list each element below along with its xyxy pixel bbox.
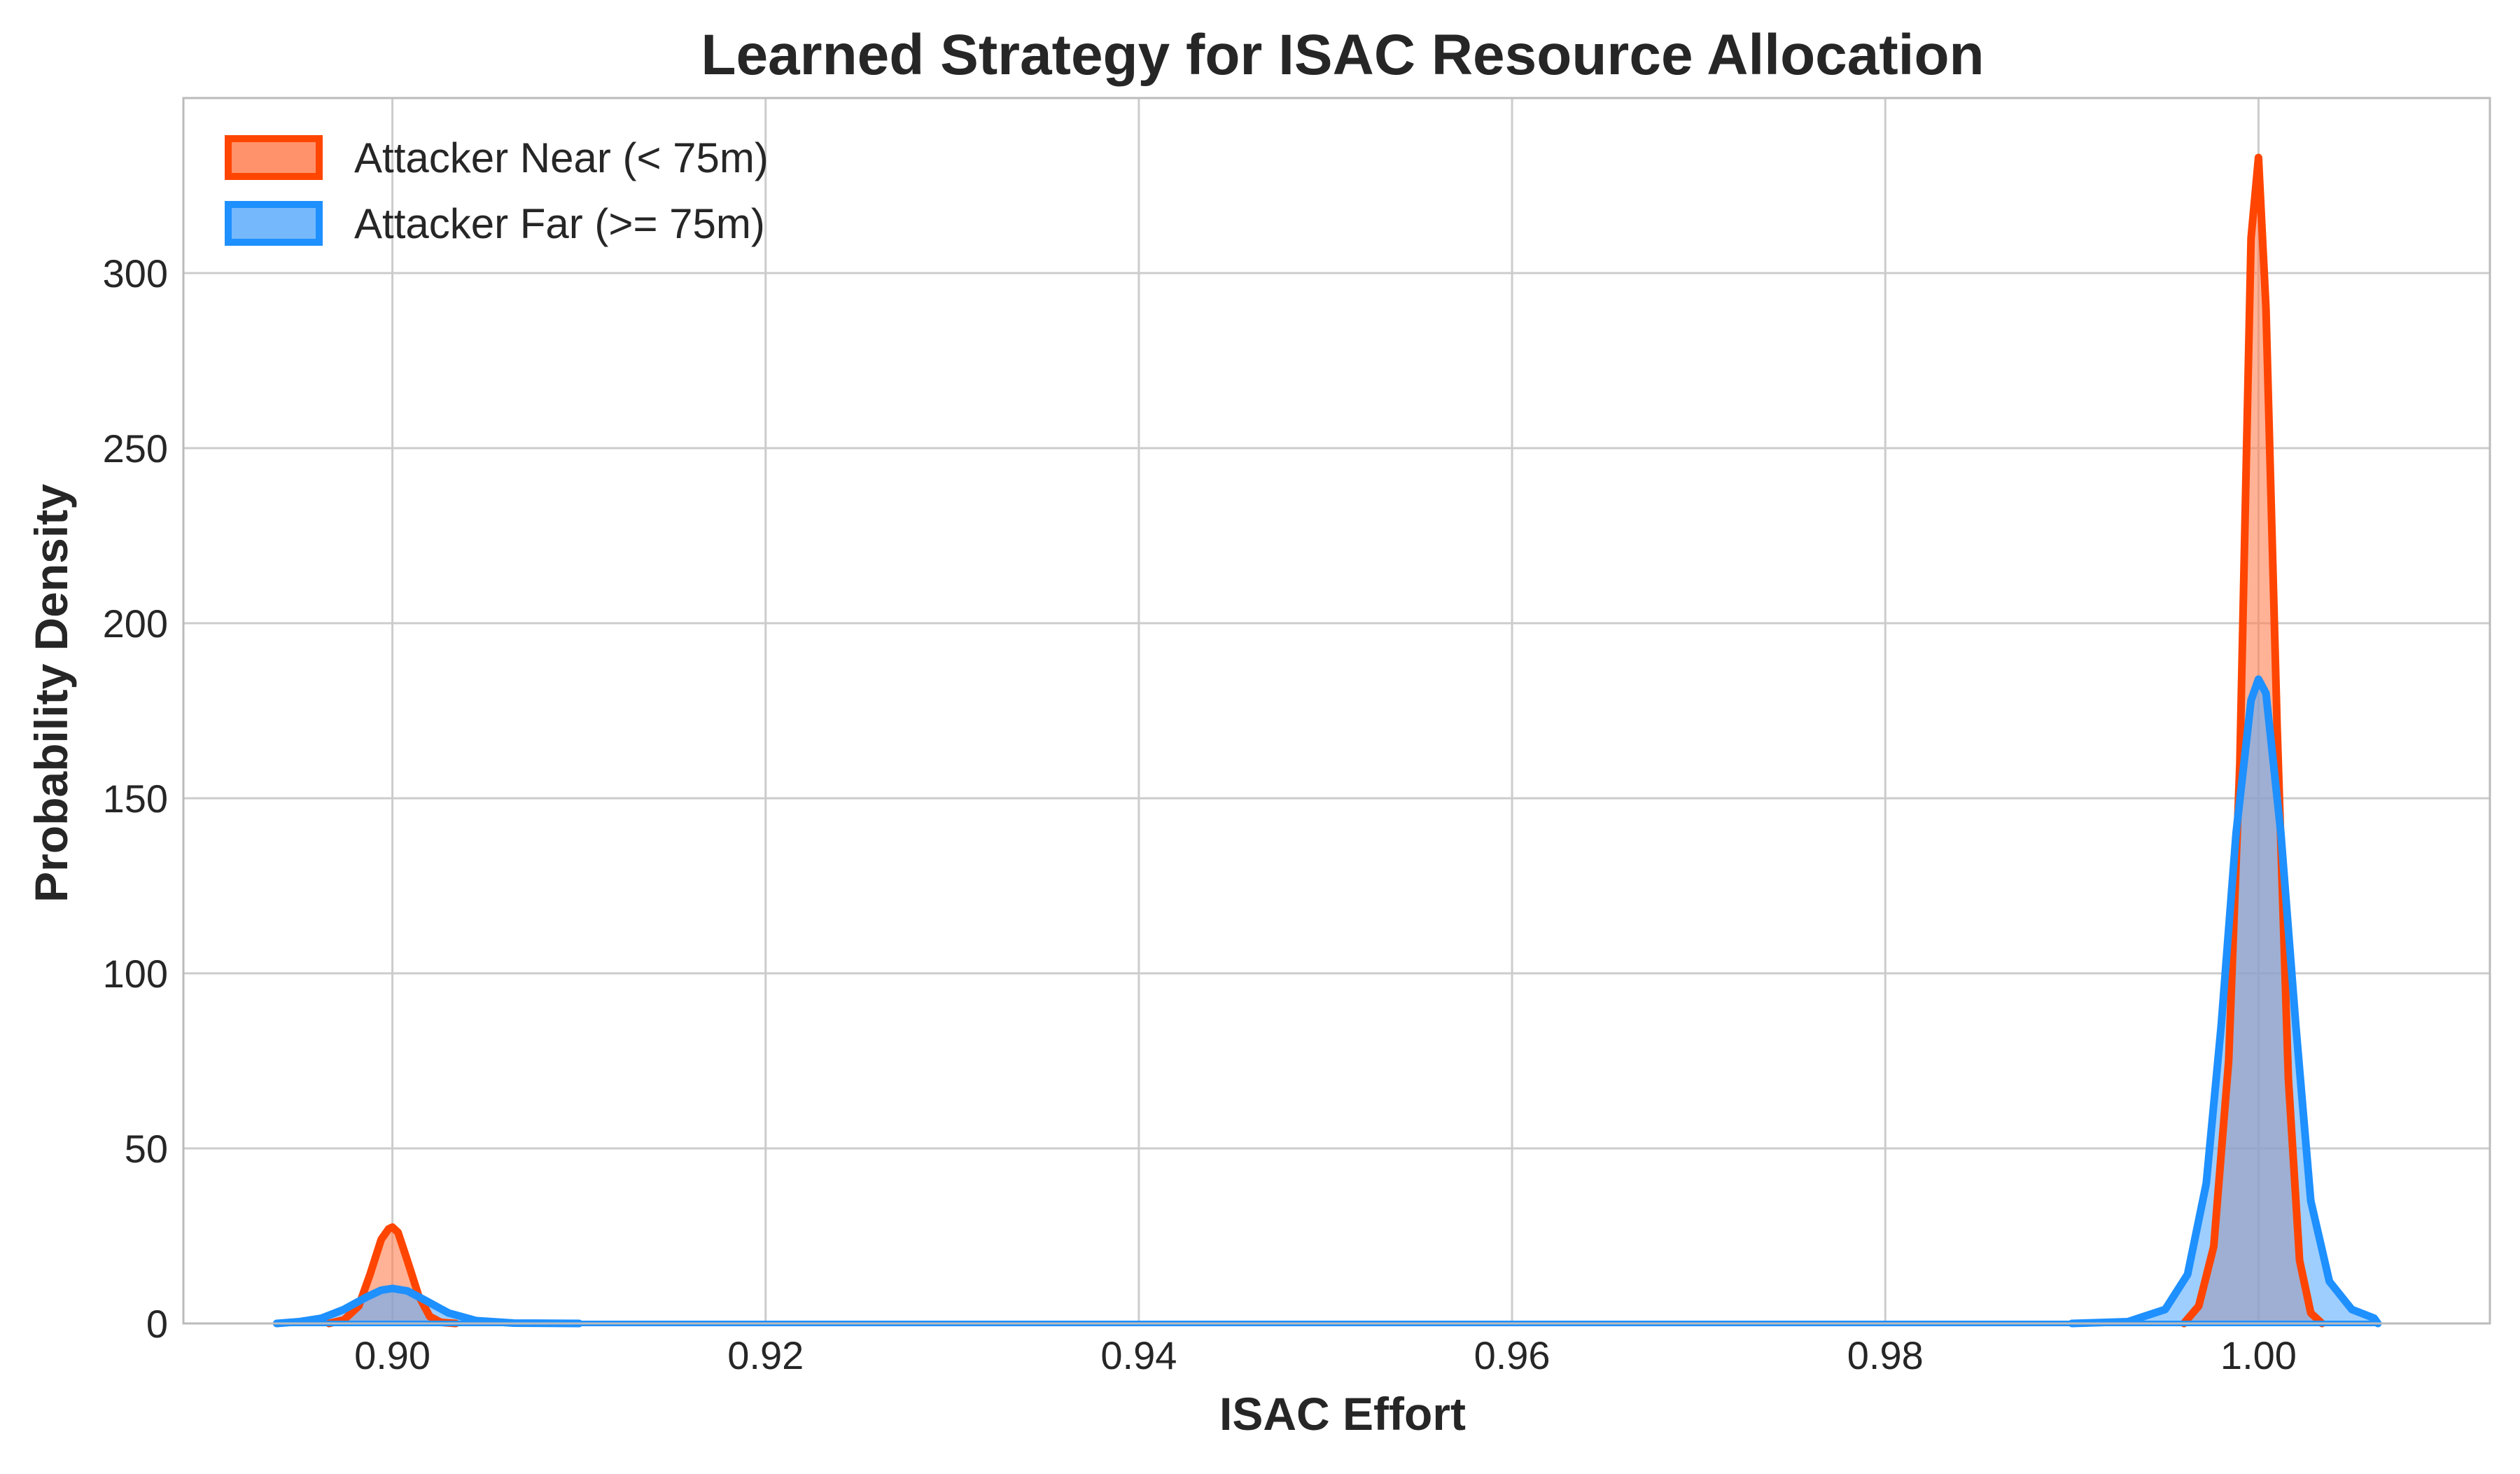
legend-label-far: Attacker Far (>= 75m) [354,200,765,247]
legend-swatch-near [225,135,323,180]
legend-label-near: Attacker Near (< 75m) [354,134,769,181]
y-tick-label: 300 [103,251,168,296]
y-tick-label: 100 [103,952,168,996]
y-tick-label: 50 [125,1127,168,1171]
series-0-line [2180,153,2326,1328]
legend-swatch-far [225,201,323,246]
y-tick-label: 250 [103,426,168,471]
y-tick-label: 200 [103,602,168,646]
x-axis-ticks: 0.90 0.92 0.94 0.96 0.98 1.00 [354,1333,2297,1377]
x-tick-label: 0.94 [1100,1333,1177,1377]
plot-frame [182,97,2491,1325]
y-tick-label: 150 [103,777,168,821]
series-1-line [2068,675,2382,1328]
series-0-area [328,1227,456,1323]
series-0-line [325,1223,460,1328]
y-axis-ticks: 0 50 100 150 200 250 300 [103,251,168,1346]
x-tick-label: 0.90 [354,1333,430,1377]
x-tick-label: 0.92 [727,1333,804,1377]
y-axis-label: Probability Density [25,484,77,903]
legend: Attacker Near (< 75m) Attacker Far (>= 7… [225,134,769,247]
x-tick-label: 0.96 [1474,1333,1550,1377]
y-tick-label: 0 [146,1302,168,1346]
chart-title: Learned Strategy for ISAC Resource Alloc… [701,23,1984,87]
x-tick-label: 0.98 [1847,1333,1924,1377]
x-tick-label: 1.00 [2220,1333,2297,1377]
x-axis-label: ISAC Effort [1219,1388,1466,1440]
